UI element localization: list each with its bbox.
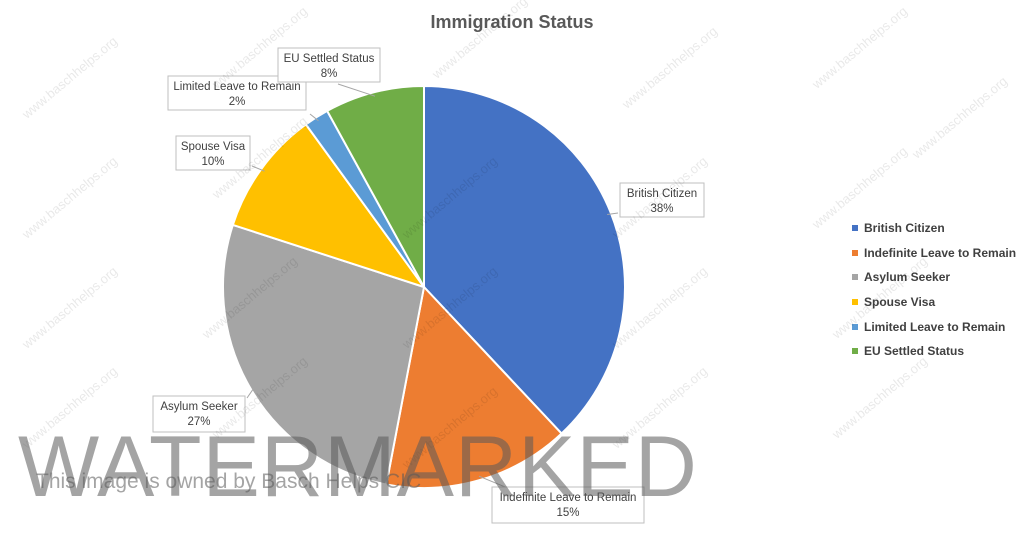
- legend-swatch-1: [852, 249, 858, 256]
- pie-slice-5: [325, 84, 425, 288]
- leader-line-2: [246, 387, 255, 399]
- data-label-value-0: 38%: [650, 203, 673, 215]
- legend-swatch-0: [852, 225, 858, 232]
- legend: British Citizen Indefinite Leave to Remai…: [852, 216, 1016, 364]
- data-label-category-0: British Citizen: [627, 188, 697, 200]
- data-label-box-5: [277, 47, 381, 83]
- data-label-value-2: 27%: [187, 416, 210, 428]
- data-label-value-5: 8%: [321, 68, 338, 80]
- legend-swatch-3: [852, 299, 858, 306]
- legend-label-1: Indefinite Leave to Remain: [864, 245, 1017, 260]
- legend-label-5: EU Settled Status: [864, 344, 965, 359]
- data-label-box-0: [619, 182, 705, 218]
- legend-item-1: Indefinite Leave to Remain: [852, 241, 1016, 266]
- watermark-owner-text: This image is owned by Basch Helps CIC: [36, 470, 422, 493]
- legend-item-5: EU Settled Status: [852, 339, 1016, 364]
- leader-line-0: [607, 212, 619, 215]
- chart-title: Immigration Status: [430, 12, 594, 32]
- data-label-category-2: Asylum Seeker: [160, 401, 238, 413]
- legend-item-0: British Citizen: [852, 216, 1016, 241]
- pie-slice-3: [231, 122, 427, 289]
- data-label-category-1: Indefinite Leave to Remain: [500, 492, 637, 504]
- legend-item-4: Limited Leave to Remain: [852, 314, 1016, 339]
- legend-swatch-5: [852, 348, 858, 355]
- data-label-category-5: EU Settled Status: [284, 53, 375, 65]
- legend-swatch-2: [852, 274, 858, 281]
- legend-item-3: Spouse Visa: [852, 290, 1016, 315]
- legend-label-2: Asylum Seeker: [864, 270, 951, 285]
- legend-label-4: Limited Leave to Remain: [864, 319, 1006, 334]
- legend-label-3: Spouse Visa: [864, 295, 936, 310]
- data-label-box-1: [491, 486, 645, 524]
- data-label-category-3: Spouse Visa: [181, 141, 246, 153]
- leader-line-5: [337, 83, 376, 97]
- data-label-value-3: 10%: [201, 156, 224, 168]
- leader-line-4: [309, 113, 319, 122]
- pie-slice-1: [385, 284, 564, 489]
- legend-item-2: Asylum Seeker: [852, 265, 1016, 290]
- leader-line-3: [251, 165, 265, 172]
- data-label-value-4: 2%: [229, 96, 246, 108]
- legend-label-0: British Citizen: [864, 221, 945, 236]
- pie-slice-2: [222, 223, 426, 486]
- data-label-value-1: 15%: [556, 507, 579, 519]
- pie-slice-0: [423, 84, 626, 435]
- data-label-category-4: Limited Leave to Remain: [173, 81, 300, 93]
- data-label-box-3: [175, 135, 251, 171]
- data-label-box-2: [152, 395, 246, 433]
- watermark-big-text: WATERMARKED: [18, 419, 698, 515]
- legend-swatch-4: [852, 323, 858, 330]
